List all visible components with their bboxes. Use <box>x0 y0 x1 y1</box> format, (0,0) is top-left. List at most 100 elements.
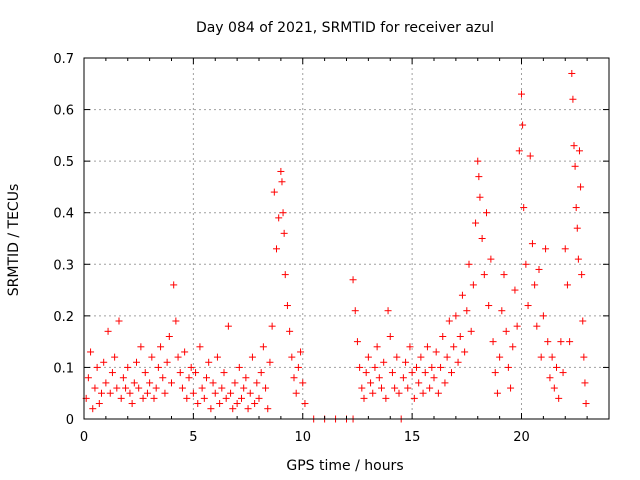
data-point <box>297 348 305 356</box>
data-point <box>542 245 550 253</box>
data-point <box>417 353 425 361</box>
data-point <box>143 389 151 397</box>
data-point <box>441 379 449 387</box>
data-point <box>205 358 213 366</box>
data-point <box>218 384 226 392</box>
data-point <box>528 240 536 248</box>
data-point <box>544 338 552 346</box>
data-point <box>496 353 504 361</box>
data-point <box>452 312 460 320</box>
data-point <box>157 343 165 351</box>
data-point <box>170 281 178 289</box>
data-point <box>194 400 202 408</box>
data-point <box>98 389 105 397</box>
data-point <box>522 260 530 268</box>
data-point <box>493 389 501 397</box>
data-point <box>168 379 175 387</box>
data-point <box>573 224 581 232</box>
data-point <box>364 353 372 361</box>
data-point <box>569 95 577 103</box>
y-tick-label: 0.3 <box>53 258 74 273</box>
data-point <box>130 379 138 387</box>
data-point <box>181 348 189 356</box>
data-point <box>200 394 208 402</box>
x-tick-label: 5 <box>189 430 197 445</box>
data-points <box>82 69 590 423</box>
data-point <box>259 343 267 351</box>
data-point <box>150 394 158 402</box>
data-point <box>393 353 401 361</box>
data-point <box>566 338 574 346</box>
data-point <box>406 343 414 351</box>
data-point <box>117 394 125 402</box>
data-point <box>229 405 237 413</box>
data-point <box>280 229 288 237</box>
data-point <box>211 389 219 397</box>
data-point <box>91 384 99 392</box>
data-point <box>220 369 228 377</box>
data-point <box>248 353 256 361</box>
data-point <box>253 379 261 387</box>
data-point <box>535 265 543 273</box>
data-point <box>141 369 149 377</box>
data-point <box>165 332 173 340</box>
data-point <box>362 369 370 377</box>
data-point <box>480 271 488 279</box>
data-point <box>371 363 379 371</box>
data-point <box>391 384 399 392</box>
data-point <box>292 389 300 397</box>
data-point <box>251 400 259 408</box>
data-point <box>283 302 291 310</box>
data-point <box>511 286 519 294</box>
data-point <box>174 353 182 361</box>
data-point <box>87 348 95 356</box>
y-axis-title: SRMTID / TECUs <box>6 184 22 297</box>
data-point <box>279 209 287 217</box>
data-point <box>277 167 285 175</box>
data-point <box>461 348 469 356</box>
data-point <box>373 343 381 351</box>
data-point <box>507 384 515 392</box>
data-point <box>475 173 483 181</box>
data-point <box>281 271 289 279</box>
data-point <box>575 147 583 155</box>
data-point <box>489 338 497 346</box>
data-point <box>491 369 499 377</box>
data-point <box>581 379 589 387</box>
data-point <box>399 374 407 382</box>
data-point <box>238 394 245 402</box>
data-point <box>369 389 377 397</box>
data-point <box>128 400 136 408</box>
grid-lines <box>84 58 609 419</box>
y-tick-label: 0.4 <box>53 207 74 222</box>
data-point <box>102 379 110 387</box>
data-point <box>434 389 442 397</box>
data-point <box>154 363 162 371</box>
data-point <box>410 394 418 402</box>
data-point <box>531 281 539 289</box>
data-point <box>209 379 217 387</box>
data-point <box>456 332 464 340</box>
y-tick-labels: 0 0.1 0.2 0.3 0.4 0.5 0.6 0.7 <box>53 52 74 428</box>
data-point <box>568 69 576 77</box>
data-point <box>445 317 453 325</box>
data-point <box>353 338 361 346</box>
data-point <box>561 245 569 253</box>
data-point <box>378 384 385 392</box>
y-tick-label: 0.6 <box>53 104 74 119</box>
data-point <box>255 394 263 402</box>
data-point <box>266 358 274 366</box>
data-point <box>513 322 521 330</box>
data-point <box>216 400 224 408</box>
data-point <box>483 209 490 217</box>
data-point <box>388 369 396 377</box>
data-point <box>559 369 567 377</box>
data-point <box>286 327 294 335</box>
data-point <box>119 374 127 382</box>
data-point <box>375 374 383 382</box>
data-point <box>115 317 123 325</box>
data-point <box>135 384 143 392</box>
data-point <box>172 317 180 325</box>
data-point <box>430 374 438 382</box>
